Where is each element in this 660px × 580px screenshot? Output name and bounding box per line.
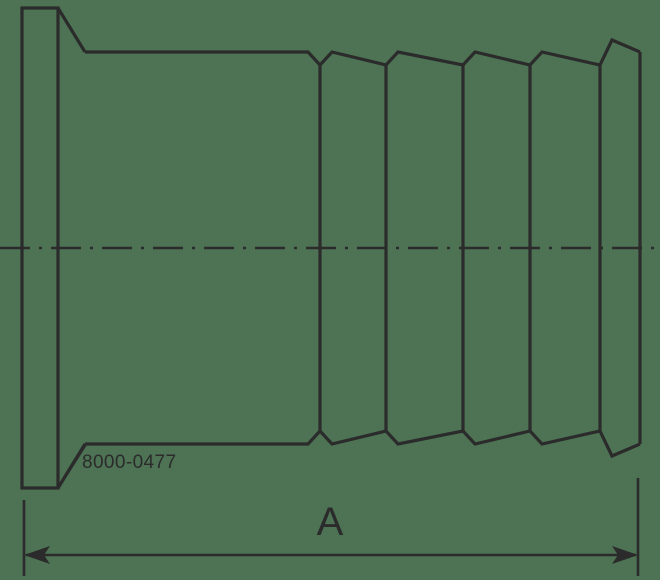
dimension-label-a: A <box>317 500 344 544</box>
barb-serrations-bottom <box>318 429 641 459</box>
chamfer-top-edge <box>56 7 87 53</box>
dimension-a-group: A <box>22 478 640 576</box>
part-number-label: 8000-0477 <box>82 452 176 473</box>
neck-bottom-edge <box>85 429 322 446</box>
arrow-head-right <box>612 546 638 564</box>
barb-serrations-top <box>318 37 641 67</box>
neck-top-edge <box>85 50 322 67</box>
leader-line <box>58 443 88 486</box>
leader-line-group: 8000-0477 <box>58 443 176 486</box>
arrow-head-left <box>24 546 50 564</box>
